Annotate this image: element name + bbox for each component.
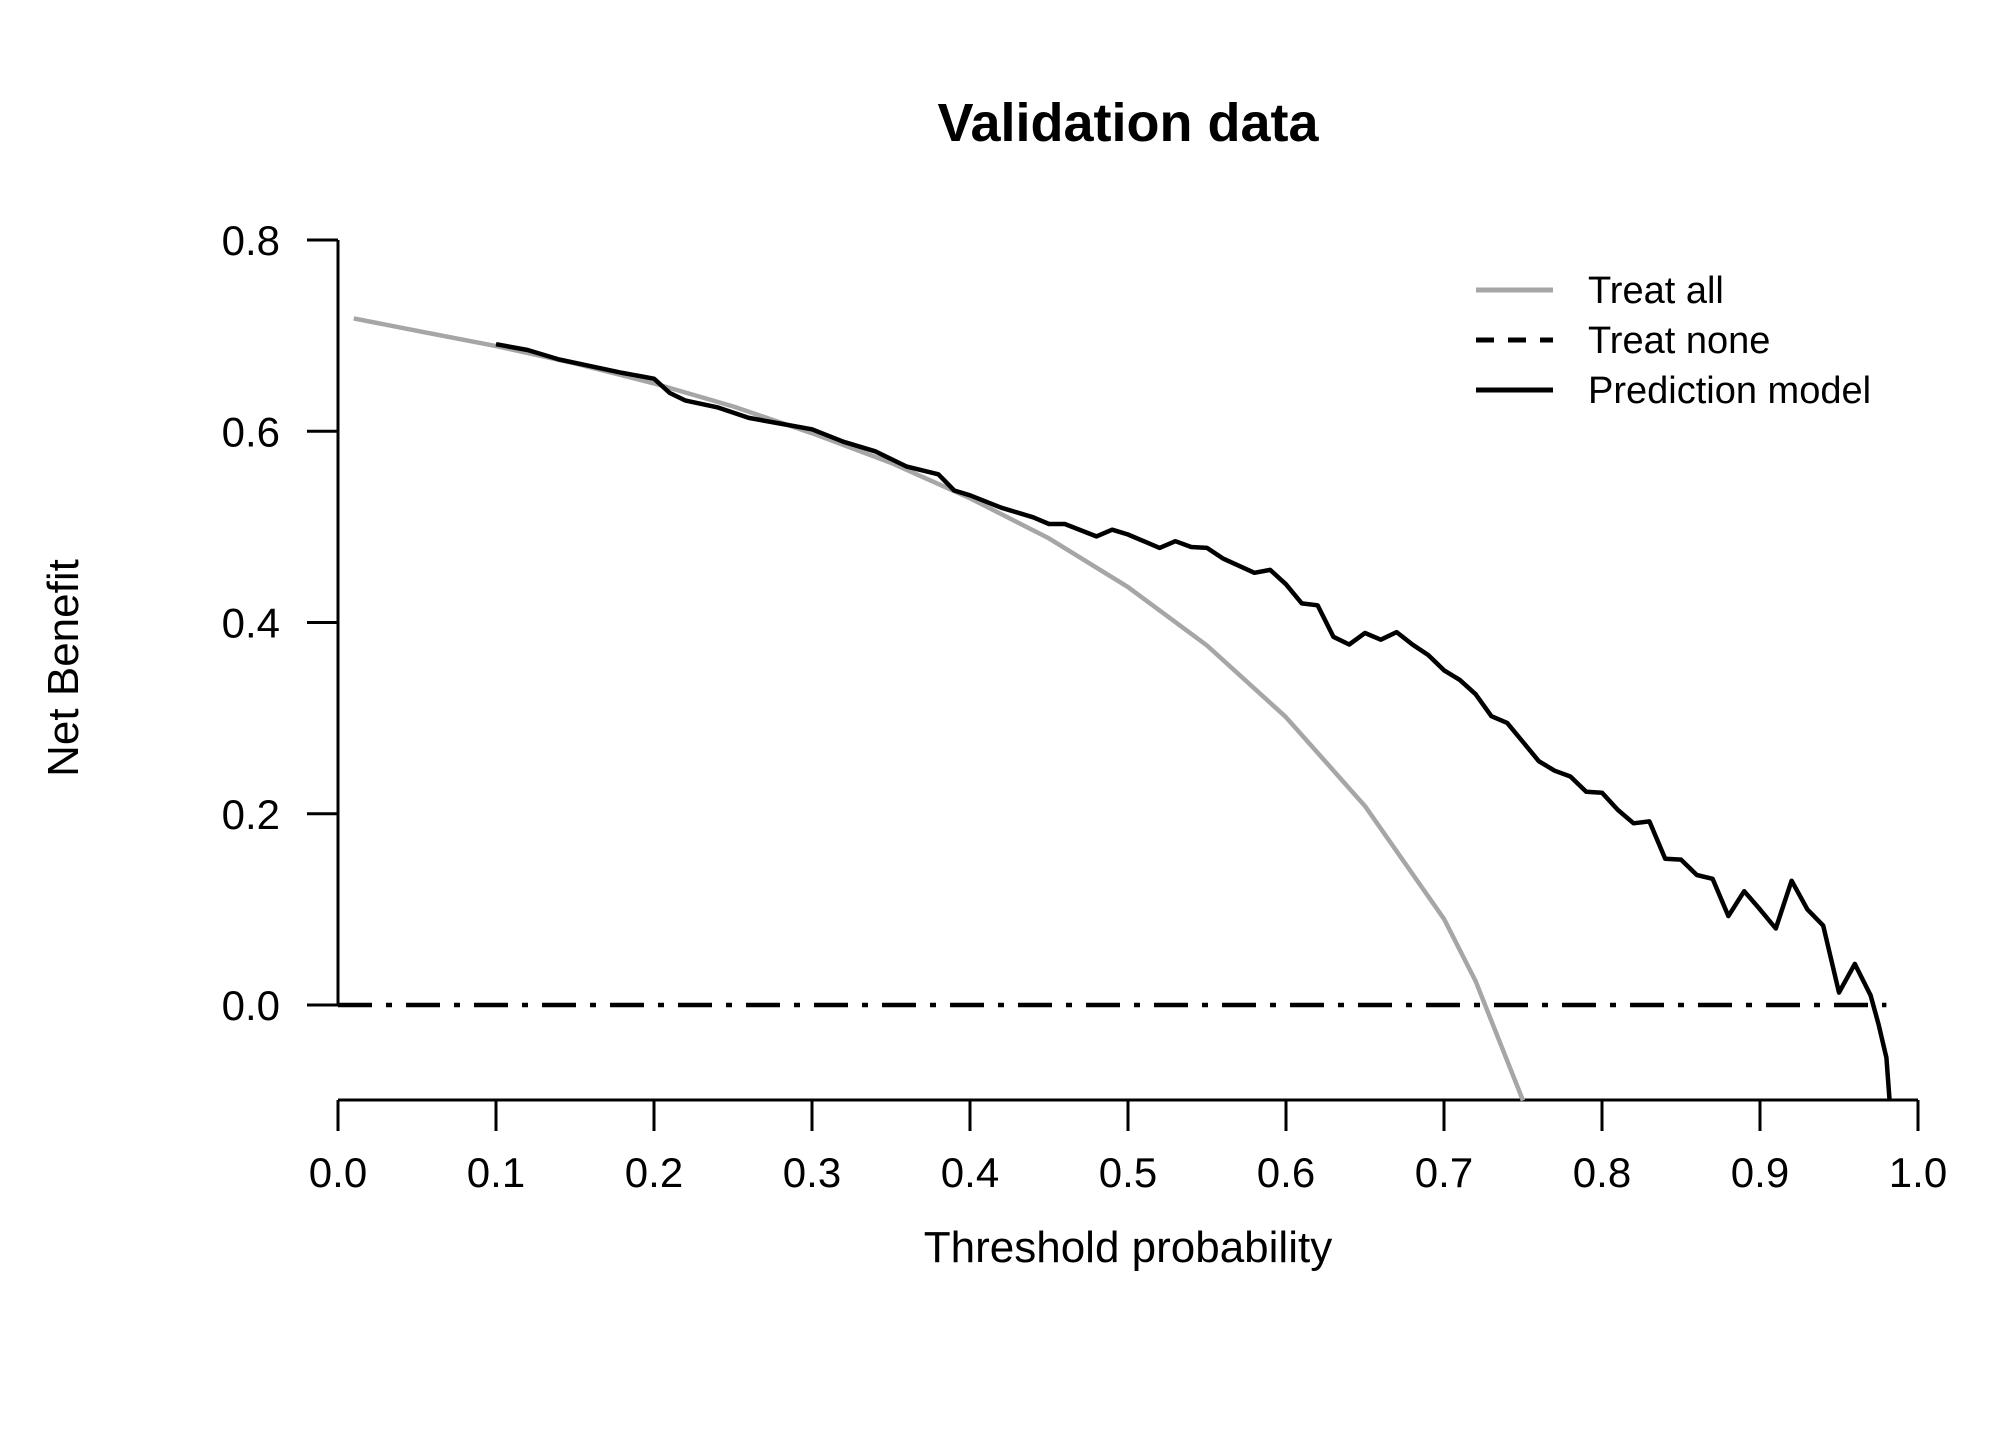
x-axis: 0.0 0.1 0.2 0.3 0.4 0.5 0.6 0.7 0.8 0.9 1.0: [309, 1098, 1947, 1196]
y-tick-label: 0.0: [222, 982, 280, 1029]
y-axis-label: Net Benefit: [39, 559, 88, 777]
x-tick-label: 0.0: [309, 1149, 367, 1196]
legend-label-treat-none: Treat none: [1588, 320, 1770, 362]
x-tick-label: 0.6: [1257, 1149, 1315, 1196]
x-tick-label: 0.2: [625, 1149, 683, 1196]
series-line-treat-all: [353, 316, 1526, 1102]
y-tick-label: 0.2: [222, 791, 280, 838]
x-tick-label: 0.9: [1731, 1149, 1789, 1196]
x-tick-label: 0.8: [1573, 1149, 1631, 1196]
x-axis-label: Threshold probability: [924, 1223, 1332, 1272]
y-tick-label: 0.4: [222, 600, 280, 647]
legend-label-prediction-model: Prediction model: [1588, 370, 1871, 412]
chart-title: Validation data: [937, 93, 1319, 153]
series-line-prediction-model: [495, 341, 1892, 1101]
legend: Treat all Treat none Prediction model: [1476, 270, 1871, 412]
x-tick-label: 0.7: [1415, 1149, 1473, 1196]
y-tick-label: 0.8: [222, 217, 280, 264]
x-tick-label: 0.3: [783, 1149, 841, 1196]
x-tick-label: 0.5: [1099, 1149, 1157, 1196]
y-axis: 0.0 0.2 0.4 0.6 0.8: [222, 217, 340, 1029]
y-tick-label: 0.6: [222, 408, 280, 455]
plot-series: [338, 316, 1892, 1102]
legend-label-treat-all: Treat all: [1588, 270, 1724, 312]
x-tick-label: 0.4: [941, 1149, 999, 1196]
x-tick-label: 1.0: [1889, 1149, 1947, 1196]
x-tick-label: 0.1: [467, 1149, 525, 1196]
